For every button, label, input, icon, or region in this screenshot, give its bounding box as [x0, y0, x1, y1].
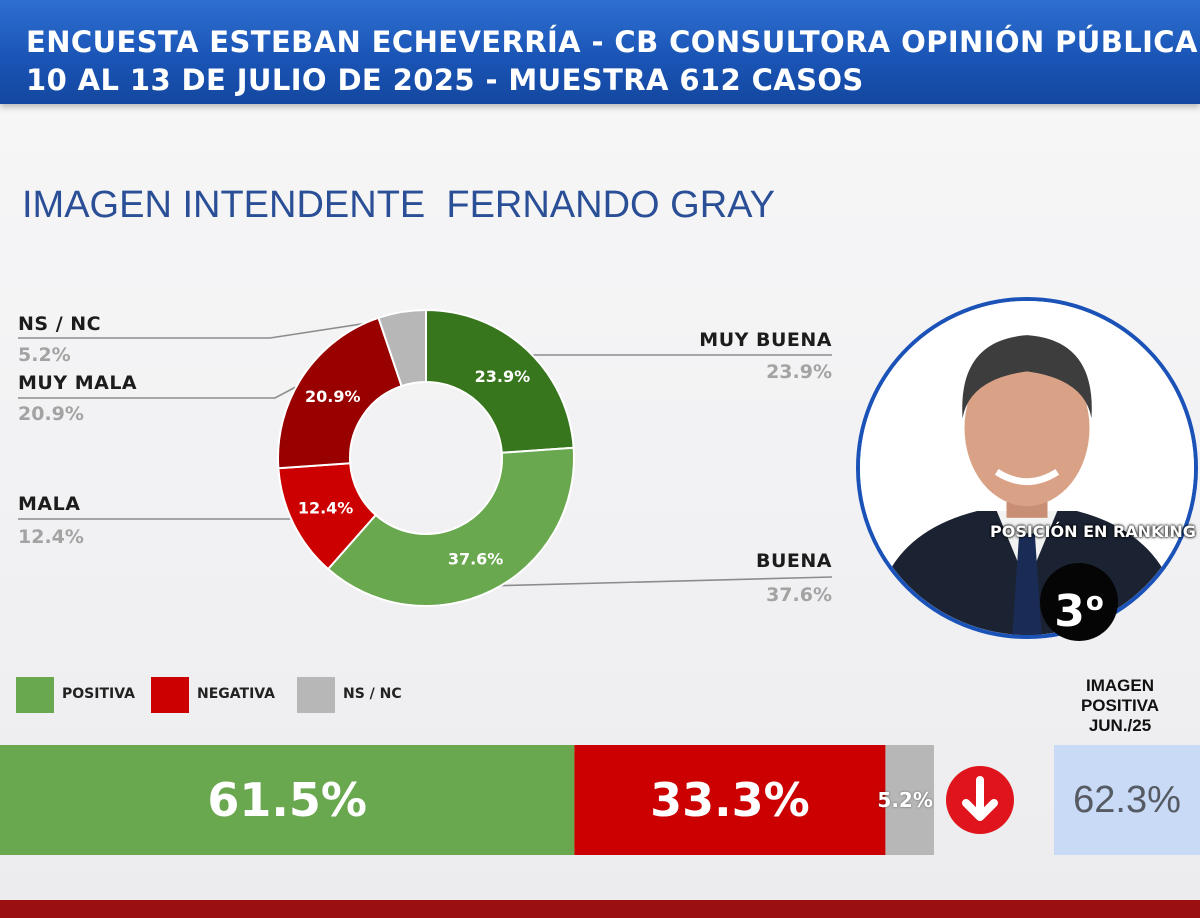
bar-segment-negativa: [574, 745, 886, 855]
june-label-line-2: POSITIVA: [1080, 696, 1160, 715]
slice-value-ns-nc: 5.2%: [18, 344, 71, 366]
slice-value-buena: 37.6%: [766, 584, 832, 606]
donut-data-label-muy-buena: 23.9%: [475, 367, 531, 386]
slice-value-mala: 12.4%: [18, 526, 84, 548]
june-value-box: [1054, 745, 1200, 855]
ranking-value: 3: [1054, 586, 1085, 637]
donut-slice-ns-nc: [377, 308, 427, 388]
stacked-bar-chart: [0, 745, 934, 855]
slice-value-muy-mala: 20.9%: [18, 403, 84, 425]
header-banner: ENCUESTA ESTEBAN ECHEVERRÍA - CB CONSULT…: [0, 0, 1200, 104]
legend-label-positiva: POSITIVA: [62, 686, 135, 702]
portrait-illustration: [860, 301, 1194, 635]
mayor-photo: [856, 297, 1198, 639]
june-label-line-3: JUN./25: [1088, 716, 1152, 735]
survey-title: ENCUESTA ESTEBAN ECHEVERRÍA - CB CONSULT…: [26, 25, 1198, 59]
slice-name-muy-mala: MUY MALA: [18, 372, 138, 394]
footer-bar: [0, 900, 1200, 918]
donut-data-label-mala: 12.4%: [298, 499, 354, 518]
legend-label-ns-nc: NS / NC: [343, 686, 402, 702]
donut-data-label-buena: 37.6%: [448, 549, 504, 568]
survey-dates: 10 AL 13 DE JULIO DE 2025 - MUESTRA 612 …: [26, 63, 864, 97]
legend-label-negativa: NEGATIVA: [197, 686, 275, 702]
bar-label-ns-nc: 5.2%: [877, 788, 933, 812]
donut-slice-muy-mala: [277, 316, 403, 470]
bar-segment-positiva: [0, 745, 575, 855]
leader-line-ns-nc: [18, 317, 401, 339]
slice-name-mala: MALA: [18, 493, 81, 515]
donut-chart: 23.9% 37.6% 12.4% 20.9%: [18, 308, 833, 607]
bar-label-positiva: 61.5%: [207, 773, 367, 827]
slice-name-muy-buena: MUY BUENA: [699, 329, 832, 351]
donut-data-label-muy-mala: 20.9%: [305, 387, 361, 406]
legend-swatch-negativa: [151, 677, 189, 713]
bar-segment-ns-nc: [885, 745, 934, 855]
chart-title: IMAGEN INTENDENTE FERNANDO GRAY: [22, 184, 776, 226]
down-arrow-icon: [946, 766, 1014, 834]
june-positive-value: 62.3%: [1073, 779, 1181, 821]
ranking-badge: 3o: [1040, 563, 1118, 641]
june-label-line-1: IMAGEN: [1086, 676, 1154, 695]
bar-label-negativa: 33.3%: [650, 773, 810, 827]
legend-swatch-ns-nc: [297, 677, 335, 713]
donut-slice-buena: [326, 446, 575, 607]
slice-name-buena: BUENA: [756, 550, 832, 572]
june-image-label: IMAGEN POSITIVA JUN./25: [1056, 676, 1184, 736]
donut-slice-muy-buena: [425, 308, 575, 454]
leader-line-buena: [487, 576, 833, 587]
ranking-ordinal: o: [1085, 587, 1104, 617]
ranking-label: POSICIÓN EN RANKING: [990, 522, 1196, 541]
slice-value-muy-buena: 23.9%: [766, 361, 832, 383]
legend-swatch-positiva: [16, 677, 54, 713]
slice-name-ns-nc: NS / NC: [18, 313, 102, 335]
